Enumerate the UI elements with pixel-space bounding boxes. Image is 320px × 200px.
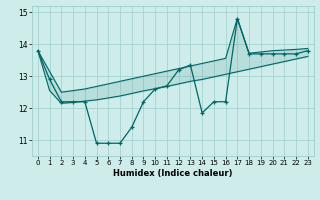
- X-axis label: Humidex (Indice chaleur): Humidex (Indice chaleur): [113, 169, 233, 178]
